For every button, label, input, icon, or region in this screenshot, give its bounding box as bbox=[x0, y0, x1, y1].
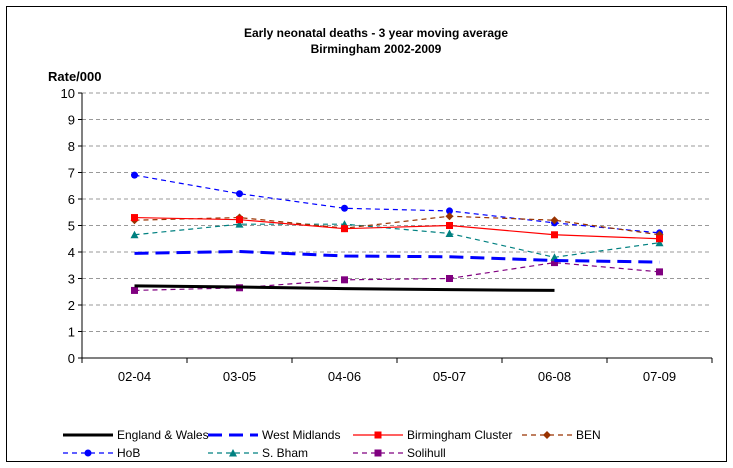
chart-frame bbox=[6, 6, 727, 462]
axes bbox=[78, 92, 713, 363]
y-tick-label: 7 bbox=[68, 166, 75, 181]
data-point bbox=[131, 286, 138, 294]
data-point bbox=[341, 204, 348, 212]
data-point bbox=[236, 216, 243, 224]
y-tick-label: 1 bbox=[68, 325, 75, 340]
x-tick-label: 07-09 bbox=[643, 369, 676, 384]
series-lines bbox=[130, 171, 664, 294]
legend: England & Wales West Midlands Birmingham C… bbox=[63, 428, 601, 460]
legend-item: Birmingham Cluster bbox=[353, 428, 512, 442]
x-tick-label: 03-05 bbox=[223, 369, 256, 384]
x-tick-labels: 02-04 03-05 04-06 05-07 06-08 07-09 bbox=[118, 369, 676, 384]
legend-swatch-marker bbox=[229, 449, 237, 457]
data-point bbox=[445, 212, 454, 221]
data-point bbox=[656, 268, 663, 276]
x-tick-label: 04-06 bbox=[328, 369, 361, 384]
data-point bbox=[445, 229, 454, 237]
data-point bbox=[551, 231, 558, 239]
data-point bbox=[550, 216, 559, 225]
legend-label: West Midlands bbox=[262, 428, 340, 442]
y-tick-label: 2 bbox=[68, 298, 75, 313]
y-tick-labels: 0 1 2 3 4 5 6 7 8 9 10 bbox=[61, 86, 75, 366]
data-point bbox=[550, 253, 559, 261]
x-tick-label: 06-08 bbox=[538, 369, 571, 384]
series-line bbox=[134, 215, 660, 236]
series-line bbox=[134, 261, 660, 292]
legend-label: HoB bbox=[117, 446, 140, 460]
series-birmingham-cluster bbox=[131, 214, 663, 243]
series-england-wales bbox=[134, 284, 555, 292]
legend-item: England & Wales bbox=[63, 428, 209, 442]
legend-item: Solihull bbox=[353, 446, 446, 460]
legend-label: S. Bham bbox=[262, 446, 308, 460]
legend-swatch-marker bbox=[374, 431, 382, 439]
legend-swatch-marker bbox=[543, 431, 551, 439]
legend-item: S. Bham bbox=[208, 446, 308, 460]
x-tick-label: 02-04 bbox=[118, 369, 151, 384]
legend-item: BEN bbox=[522, 428, 601, 442]
y-tick-label: 6 bbox=[68, 192, 75, 207]
chart-title-line-2: Birmingham 2002-2009 bbox=[311, 42, 442, 56]
legend-label: Solihull bbox=[407, 446, 446, 460]
series-s-bham bbox=[130, 220, 664, 261]
y-tick-label: 10 bbox=[61, 86, 75, 101]
y-tick-label: 5 bbox=[68, 219, 75, 234]
legend-item: HoB bbox=[63, 446, 140, 460]
data-point bbox=[131, 171, 138, 179]
legend-label: England & Wales bbox=[117, 428, 209, 442]
series-line bbox=[134, 223, 660, 258]
data-point bbox=[655, 238, 664, 247]
data-point bbox=[235, 220, 244, 228]
legend-swatch-marker bbox=[84, 449, 92, 457]
chart-title-line-1: Early neonatal deaths - 3 year moving av… bbox=[244, 26, 508, 40]
legend-label: Birmingham Cluster bbox=[407, 428, 512, 442]
series-line bbox=[134, 284, 555, 292]
legend-swatch-marker bbox=[374, 449, 382, 457]
legend-label: BEN bbox=[576, 428, 601, 442]
data-point bbox=[446, 207, 453, 215]
series-line bbox=[134, 174, 660, 234]
data-point bbox=[341, 225, 348, 233]
x-tick-label: 05-07 bbox=[433, 369, 466, 384]
y-tick-label: 4 bbox=[68, 245, 75, 260]
data-point bbox=[131, 214, 138, 222]
data-point bbox=[341, 276, 348, 284]
series-line bbox=[134, 216, 660, 240]
data-point bbox=[236, 190, 243, 198]
y-tick-label: 0 bbox=[68, 351, 75, 366]
series-west-midlands bbox=[134, 249, 660, 264]
data-point bbox=[446, 222, 453, 229]
y-tick-label: 8 bbox=[68, 139, 75, 154]
data-point bbox=[130, 230, 139, 239]
y-tick-label: 9 bbox=[68, 113, 75, 128]
data-point bbox=[446, 275, 453, 282]
legend-item: West Midlands bbox=[208, 428, 340, 442]
y-axis-label: Rate/000 bbox=[48, 69, 101, 84]
gridlines bbox=[82, 92, 712, 332]
data-point bbox=[551, 259, 558, 267]
series-line bbox=[134, 249, 660, 264]
data-point bbox=[656, 235, 663, 243]
y-tick-label: 3 bbox=[68, 272, 75, 287]
